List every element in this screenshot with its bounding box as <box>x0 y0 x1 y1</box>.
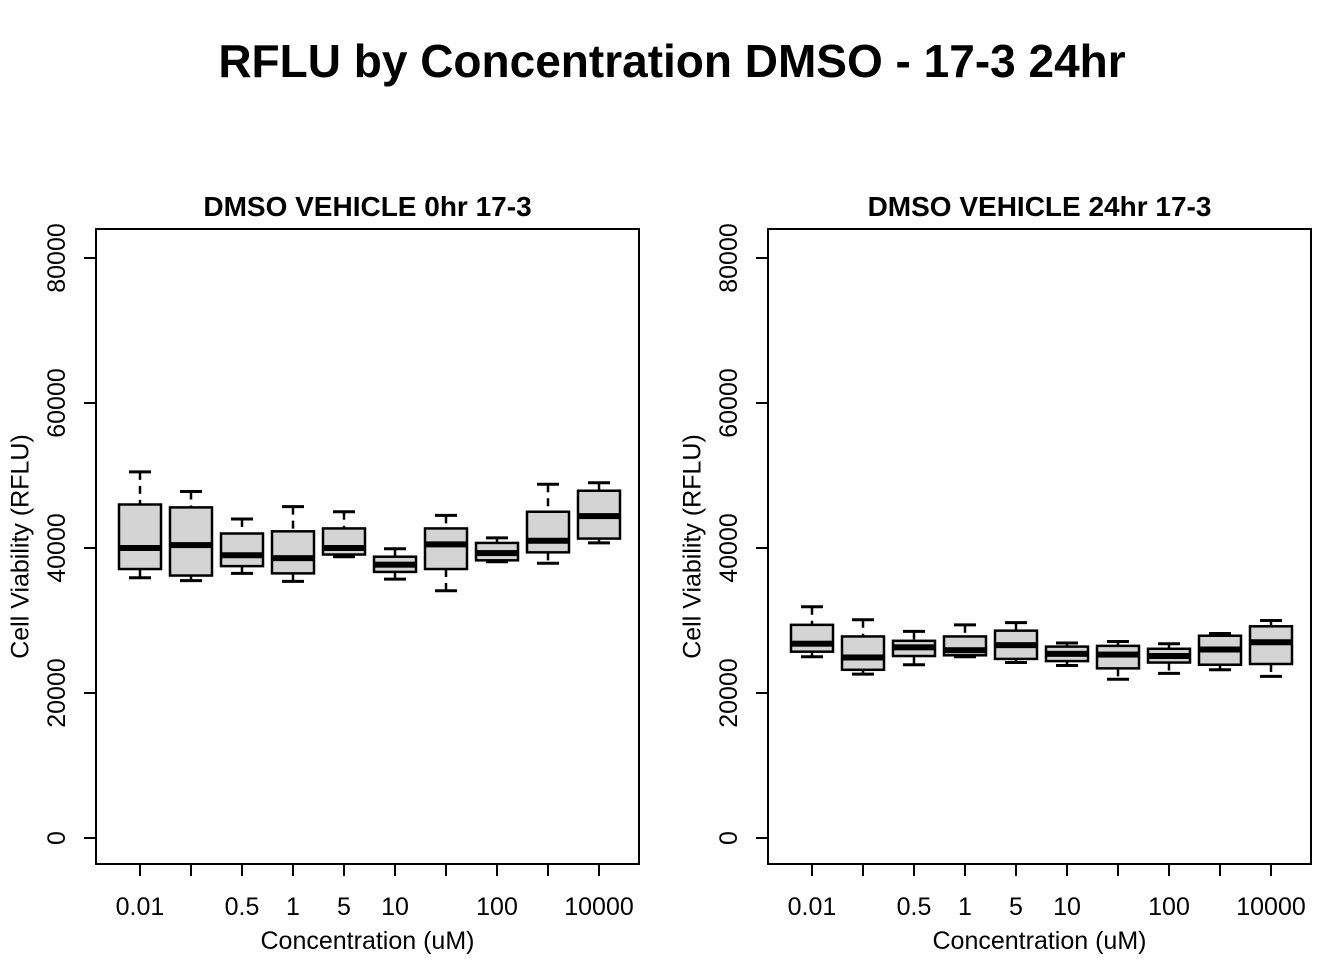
boxplot <box>1095 640 1141 681</box>
boxplot <box>168 489 214 583</box>
x-axis-label-24hr: Concentration (uM) <box>932 927 1147 955</box>
y-tick-label: 80000 <box>43 223 71 293</box>
panel-0hr: 0 20000 40000 60000 80000 0.01 0.5 1 5 10 100 10000… <box>6 191 640 955</box>
x-tick-label: 10000 <box>564 893 634 921</box>
x-tick-label: 5 <box>1009 893 1023 921</box>
y-tick-label: 60000 <box>715 368 743 438</box>
x-axis-label-0hr: Concentration (uM) <box>260 927 475 955</box>
median-line <box>1250 639 1292 646</box>
boxplot-chart-0hr: 0 20000 40000 60000 80000 0.01 0.5 1 5 10 100 10000 <box>43 223 640 921</box>
y-tick-label: 80000 <box>715 223 743 293</box>
boxplot <box>576 481 622 545</box>
boxplot <box>891 629 937 667</box>
median-line <box>425 541 467 548</box>
x-tick-label: 100 <box>476 893 518 921</box>
iqr-box <box>219 532 265 568</box>
median-line <box>578 513 620 520</box>
x-tick-label: 0.01 <box>788 893 837 921</box>
y-tick-label: 20000 <box>43 658 71 728</box>
y-tick-label: 60000 <box>43 368 71 438</box>
median-line <box>272 555 314 562</box>
boxplot <box>423 513 469 593</box>
median-line <box>119 545 161 551</box>
iqr-box <box>789 623 835 653</box>
boxplot <box>993 621 1039 665</box>
boxplot <box>525 482 571 565</box>
iqr-box <box>270 530 316 575</box>
boxplot <box>372 547 418 581</box>
y-tick-label: 20000 <box>715 658 743 728</box>
x-tick-label: 100 <box>1148 893 1190 921</box>
median-line <box>842 654 884 661</box>
median-line <box>1199 646 1241 653</box>
boxplot <box>1044 641 1090 667</box>
boxplot <box>789 605 835 659</box>
iqr-box <box>525 510 571 554</box>
boxplot <box>840 618 886 676</box>
median-line <box>170 542 212 549</box>
y-tick-label: 0 <box>715 831 743 845</box>
boxplot-chart-24hr: 0 20000 40000 60000 80000 0.01 0.5 1 5 10 100 10000 <box>715 223 1312 921</box>
median-line <box>323 545 365 551</box>
x-tick-label: 5 <box>337 893 351 921</box>
boxplot <box>270 505 316 583</box>
y-axis-label-24hr: Cell Viability (RFLU) <box>678 434 707 659</box>
plot-border <box>95 228 640 865</box>
median-line <box>1046 650 1088 657</box>
iqr-box <box>840 635 886 672</box>
boxplot <box>1248 619 1294 678</box>
boxplot <box>474 536 520 564</box>
plot-border <box>767 228 1312 865</box>
median-line <box>374 561 416 568</box>
median-line <box>1148 653 1190 660</box>
median-line <box>221 552 263 559</box>
panel-title-24hr: DMSO VEHICLE 24hr 17-3 <box>867 191 1212 222</box>
panel-title-0hr: DMSO VEHICLE 0hr 17-3 <box>203 191 532 222</box>
boxplot <box>1197 632 1243 672</box>
median-line <box>1097 651 1139 658</box>
median-line <box>995 642 1037 649</box>
boxplot <box>1146 642 1192 675</box>
median-line <box>944 647 986 654</box>
median-line <box>476 550 518 557</box>
iqr-box <box>423 527 469 571</box>
median-line <box>893 644 935 651</box>
y-axis-label-0hr: Cell Viability (RFLU) <box>6 434 35 659</box>
boxplot <box>117 470 163 580</box>
y-tick-label: 40000 <box>715 513 743 583</box>
iqr-box <box>168 506 214 577</box>
x-tick-label: 10000 <box>1236 893 1306 921</box>
main-title: RFLU by Concentration DMSO - 17-3 24hr <box>218 35 1126 87</box>
y-tick-label: 0 <box>43 831 71 845</box>
x-tick-label: 0.5 <box>225 893 260 921</box>
x-tick-label: 10 <box>1053 893 1081 921</box>
x-tick-label: 0.01 <box>116 893 165 921</box>
x-tick-label: 1 <box>958 893 972 921</box>
median-line <box>791 640 833 647</box>
x-tick-label: 10 <box>381 893 409 921</box>
x-tick-label: 0.5 <box>897 893 932 921</box>
median-line <box>527 537 569 544</box>
x-tick-label: 1 <box>286 893 300 921</box>
boxplot <box>219 517 265 575</box>
panel-24hr: 0 20000 40000 60000 80000 0.01 0.5 1 5 10 100 10000… <box>672 0 1344 960</box>
boxplot <box>321 510 367 559</box>
y-tick-label: 40000 <box>43 513 71 583</box>
iqr-box <box>117 503 163 571</box>
boxplot <box>942 623 988 659</box>
